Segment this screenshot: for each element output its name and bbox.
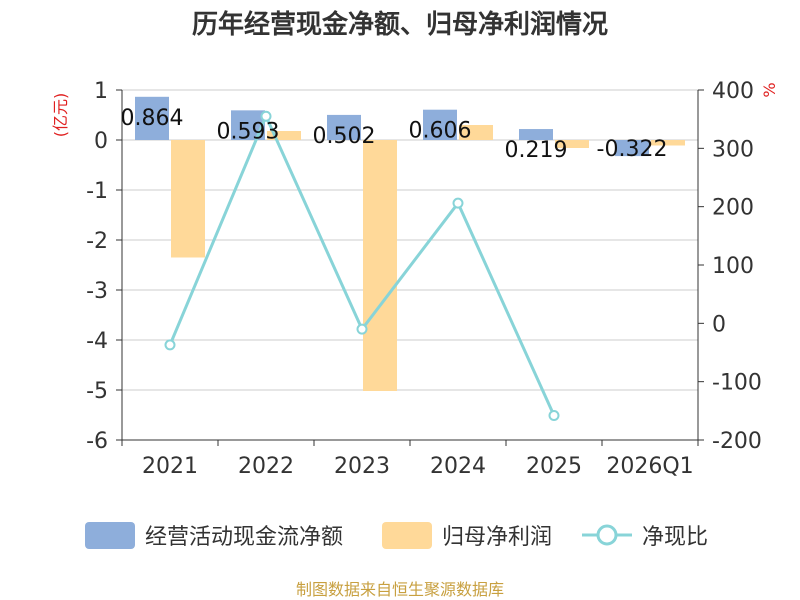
ratio-line <box>164 110 560 421</box>
bar-cashflow <box>135 96 169 140</box>
x-tick-label: 2021 <box>142 454 198 479</box>
y-right-unit: % <box>760 82 779 97</box>
y-left-tick-label: -1 <box>86 179 108 204</box>
bar-profit <box>363 140 397 391</box>
legend-label-cashflow: 经营活动现金流净额 <box>145 525 343 550</box>
y-right-tick-label: 100 <box>712 254 754 279</box>
ratio-point <box>548 410 560 421</box>
gridlines <box>122 89 698 441</box>
legend-label-profit: 归母净利润 <box>442 525 552 550</box>
y-right-tick-label: 200 <box>712 196 754 221</box>
bar-profit <box>171 140 205 258</box>
bar-profit <box>651 140 685 146</box>
ratio-point <box>452 197 464 209</box>
y-left-tick-label: 0 <box>94 129 108 154</box>
ratio-point <box>260 110 272 122</box>
data-label-cashflow: 0.502 <box>313 124 376 149</box>
bar-cashflow <box>423 109 457 140</box>
x-tick-label: 2023 <box>334 454 390 479</box>
x-tick-label: 2026Q1 <box>606 454 693 479</box>
y-right-tick-label: 400 <box>712 79 754 104</box>
x-tick-label: 2025 <box>526 454 582 479</box>
y-left-unit: (亿元) <box>51 93 70 138</box>
legend-swatch-profit <box>382 522 432 549</box>
y-left-tick-label: -6 <box>86 429 108 454</box>
legend-label-ratio: 净现比 <box>642 525 708 550</box>
data-label-cashflow: -0.322 <box>597 137 668 162</box>
y-left-tick-label: 1 <box>94 79 108 104</box>
ratio-polyline <box>168 114 556 417</box>
x-tick-label: 2024 <box>430 454 486 479</box>
y-right-tick-label: 300 <box>712 137 754 162</box>
source-note: 制图数据来自恒生聚源数据库 <box>296 580 504 599</box>
x-tick-label: 2022 <box>238 454 294 479</box>
legend-marker-ratio <box>596 524 618 546</box>
chart-title: 历年经营现金净额、归母净利润情况 <box>192 9 608 40</box>
y-right-tick-label: 0 <box>712 312 726 337</box>
ratio-point <box>356 323 368 335</box>
bar-profit <box>459 125 493 140</box>
data-label-cashflow: 0.606 <box>409 119 472 144</box>
data-label-cashflow: 0.219 <box>505 138 568 163</box>
bar-cashflow <box>519 129 553 140</box>
bar-cashflow <box>615 140 649 157</box>
y-left-tick-label: -5 <box>86 379 108 404</box>
data-labels: 0.864 0.593 0.502 0.606 0.219 -0.322 <box>121 106 668 163</box>
bar-cashflow <box>327 114 361 140</box>
ratio-point <box>164 339 176 351</box>
bar-profit <box>555 140 589 148</box>
y-right-tick-label: -100 <box>712 371 762 396</box>
y-left-tick-label: -2 <box>86 229 108 254</box>
bar-profit <box>267 131 301 140</box>
legend: 经营活动现金流净额 归母净利润 净现比 <box>85 522 708 550</box>
data-label-cashflow: 0.864 <box>121 106 184 131</box>
y-left-tick-label: -3 <box>86 279 108 304</box>
axes: 1 0 -1 -2 -3 -4 -5 -6 400 300 200 100 0 -100 -200 2021 2… <box>86 79 762 479</box>
y-left-tick-label: -4 <box>86 329 108 354</box>
data-label-cashflow: 0.593 <box>217 119 280 144</box>
y-right-tick-label: -200 <box>712 429 762 454</box>
legend-swatch-cashflow <box>85 522 135 549</box>
